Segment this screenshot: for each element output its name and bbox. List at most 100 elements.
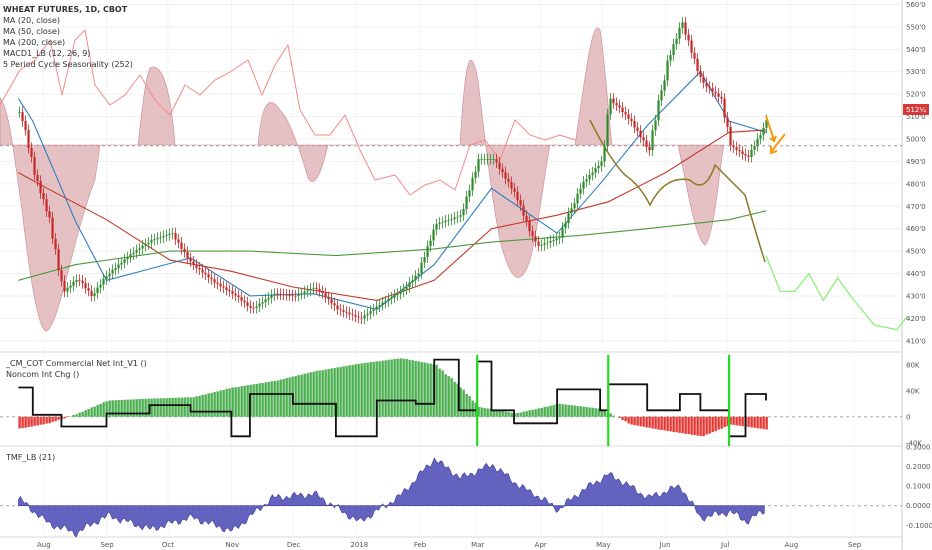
candle-down [615,103,618,106]
candle-down [186,252,189,259]
cot-bar-negative [708,416,711,434]
cot-bar-positive [576,405,579,417]
cot-bar-negative [642,416,645,427]
candle-up [75,279,78,282]
candle-up [258,303,261,307]
candle-down [348,312,351,315]
candle-up [126,257,129,260]
cot-bar-positive [420,362,423,417]
candle-down [333,303,336,306]
cot-bar-negative [27,416,30,427]
cot-bar-positive [444,374,447,417]
candle-down [48,211,51,218]
candle-down [195,264,198,268]
price-tick-label: 500'0 [906,136,926,144]
candle-down [285,294,288,296]
price-panel-bg[interactable] [0,0,902,352]
cot-bar-positive [390,359,393,417]
cot-bar-positive [144,398,147,417]
cot-bar-positive [549,405,552,417]
cot-bar-negative [633,416,636,426]
cot-bar-negative [684,416,687,434]
candle-up [312,287,315,289]
macd-signal-line [0,28,576,196]
candle-up [591,172,594,175]
cot-bar-positive [564,404,567,417]
candle-down [360,317,363,319]
cot-bar-positive [204,394,207,417]
candle-up [255,306,258,308]
candle-down [291,295,294,297]
candle-down [714,91,717,94]
candle-up [123,259,126,263]
price-tick-label: 460'0 [906,225,926,233]
cot-bar-positive [435,364,438,417]
cot-bar-positive [558,403,561,417]
candle-up [444,220,447,222]
candle-up [471,177,474,191]
cot-bar-positive [393,359,396,417]
candle-up [138,248,141,250]
cot-bar-negative [723,416,726,428]
cot-bar-negative [654,416,657,429]
candle-up [441,221,444,223]
candle-up [564,222,567,228]
cot-bar-negative [696,416,699,436]
candle-down [621,107,624,113]
candle-up [429,240,432,247]
candle-down [741,151,744,155]
time-tick-label: Aug [37,541,51,549]
candle-down [60,270,63,281]
cot-bar-positive [273,381,276,417]
cot-bar-negative [63,416,66,419]
price-tick-label: 510'0 [906,113,926,121]
cot-bar-positive [93,406,96,417]
cot-bar-positive [567,404,570,417]
candle-up [366,313,369,316]
cot-bar-positive [351,364,354,417]
cot-bar-positive [195,396,198,417]
cot-bar-positive [282,379,285,417]
candle-up [750,149,753,157]
cot-bar-negative [51,416,54,422]
cot-bar-positive [543,407,546,417]
ma200-line [18,210,767,281]
candle-down [495,159,498,163]
candle-up [609,98,612,115]
price-tick-label: 420'0 [906,315,926,323]
legend-noncom: Noncom Int Chg () [6,370,79,379]
cot-bar-positive [156,398,159,417]
candle-down [501,168,504,173]
candle-up [660,90,663,101]
time-tick-label: Sep [100,541,114,549]
cot-bar-negative [639,416,642,427]
projection-line [765,255,908,331]
cot-bar-positive [525,411,528,417]
candle-up [393,295,396,298]
candle-down [216,282,219,284]
cot-bar-positive [573,405,576,417]
candle-down [504,172,507,179]
cot-bar-positive [138,399,141,417]
candle-down [336,305,339,310]
cot-bar-positive [498,410,501,417]
cot-bar-positive [594,408,597,417]
candle-down [705,82,708,87]
tmf-legend: TMF_LB (21) [5,453,55,462]
candle-down [354,315,357,317]
cot-bar-positive [315,370,318,417]
cot-bar-negative [645,416,648,428]
cot-bar-negative [750,416,753,428]
price-tick-label: 440'0 [906,270,926,278]
cot-bar-negative [18,416,21,429]
candle-up [435,224,438,230]
cot-bar-positive [603,410,606,417]
cot-bar-negative [717,416,720,430]
candle-up [153,239,156,241]
candle-down [42,193,45,200]
cot-bar-positive [507,412,510,417]
candle-down [315,287,318,290]
candle-up [651,130,654,151]
candle-up [663,80,666,91]
candle-up [570,208,573,214]
